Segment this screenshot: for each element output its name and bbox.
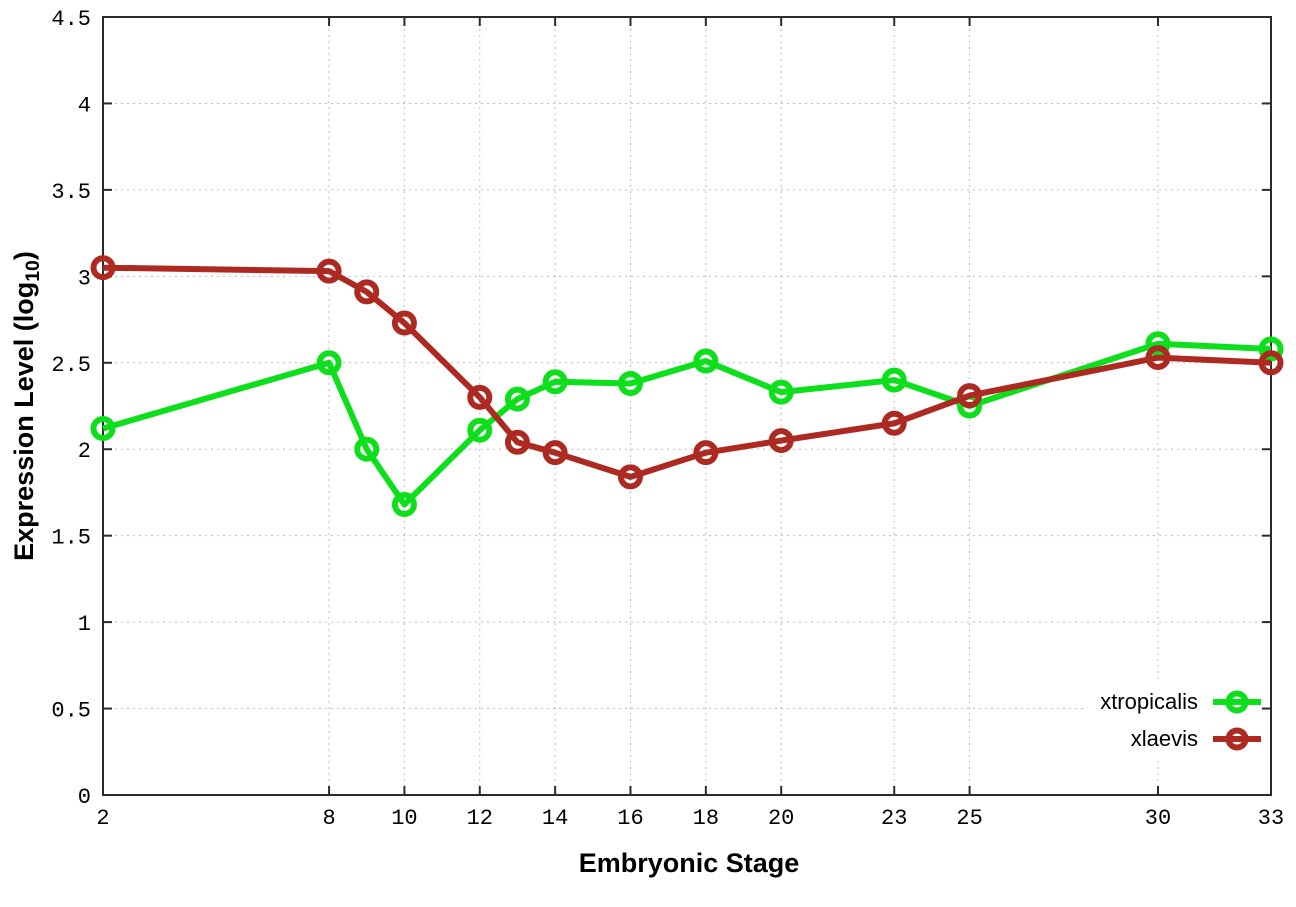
data-point-xtropicalis [768, 379, 794, 405]
y-tick-label: 1.5 [51, 526, 91, 551]
data-point-xlaevis [354, 279, 380, 305]
data-point-xtropicalis [542, 369, 568, 395]
legend-item-xlaevis: xlaevis [1100, 720, 1262, 757]
x-tick-label: 14 [542, 806, 568, 831]
series-line-xlaevis [102, 264, 1272, 480]
data-point-xtropicalis [881, 367, 907, 393]
x-tick-label: 16 [617, 806, 643, 831]
y-tick-label: 3 [78, 266, 91, 291]
data-point-xlaevis [1258, 350, 1284, 376]
x-tick-label: 2 [96, 806, 109, 831]
data-point-xtropicalis [391, 492, 417, 518]
data-point-xlaevis [617, 464, 643, 490]
y-axis-title-suffix: ) [8, 251, 39, 261]
data-point-xlaevis [504, 429, 530, 455]
data-point-xtropicalis [467, 417, 493, 443]
y-tick-label: 0.5 [51, 699, 91, 724]
legend: xtropicalis xlaevis [1086, 681, 1262, 759]
x-tick-label: 23 [881, 806, 907, 831]
x-tick-label: 25 [956, 806, 982, 831]
x-tick-label: 20 [768, 806, 794, 831]
x-tick-label: 12 [467, 806, 493, 831]
plot-border [102, 16, 1272, 796]
legend-label-xlaevis: xlaevis [1130, 725, 1198, 751]
x-tick-label: 33 [1258, 806, 1284, 831]
x-tick-label: 30 [1145, 806, 1171, 831]
x-tick-label: 8 [322, 806, 335, 831]
y-tick-label: 0 [78, 785, 91, 810]
data-point-xtropicalis [354, 436, 380, 462]
y-axis-title-subscript: 10 [22, 260, 45, 282]
legend-label-xtropicalis: xtropicalis [1100, 688, 1198, 714]
y-tick-label: 4.5 [51, 7, 91, 32]
data-point-xlaevis [957, 383, 983, 409]
data-point-xlaevis [90, 255, 116, 281]
data-point-xlaevis [693, 440, 719, 466]
x-tick-label: 10 [391, 806, 417, 831]
data-point-xtropicalis [1145, 331, 1171, 357]
data-point-xtropicalis [316, 350, 342, 376]
y-tick-label: 2.5 [51, 353, 91, 378]
legend-sample-xlaevis [1213, 727, 1261, 750]
data-point-xlaevis [542, 440, 568, 466]
y-tick-label: 4 [78, 93, 91, 118]
x-axis-title: Embryonic Stage [578, 848, 800, 878]
data-point-xlaevis [768, 428, 794, 454]
data-point-xlaevis [881, 410, 907, 436]
x-tick-label: 18 [693, 806, 719, 831]
data-point-xlaevis [1145, 345, 1171, 371]
legend-sample-xtropicalis [1213, 690, 1261, 713]
y-tick-label: 3.5 [51, 180, 91, 205]
y-axis-title-text: Expression Level (log [8, 281, 39, 561]
data-point-xtropicalis [617, 371, 643, 397]
legend-marker-xtropicalis [1225, 690, 1249, 713]
data-point-xtropicalis [1258, 336, 1284, 362]
legend-marker-xlaevis [1225, 727, 1249, 750]
y-tick-label: 2 [78, 439, 91, 464]
y-tick-label: 1 [78, 612, 91, 637]
data-point-xtropicalis [504, 386, 530, 412]
data-point-xtropicalis [693, 348, 719, 374]
data-point-xlaevis [316, 258, 342, 284]
y-axis-title: Expression Level (log10) [9, 251, 45, 561]
data-point-xtropicalis [90, 415, 116, 441]
legend-item-xtropicalis: xtropicalis [1100, 683, 1262, 720]
data-point-xlaevis [467, 384, 493, 410]
data-point-xlaevis [391, 310, 417, 336]
